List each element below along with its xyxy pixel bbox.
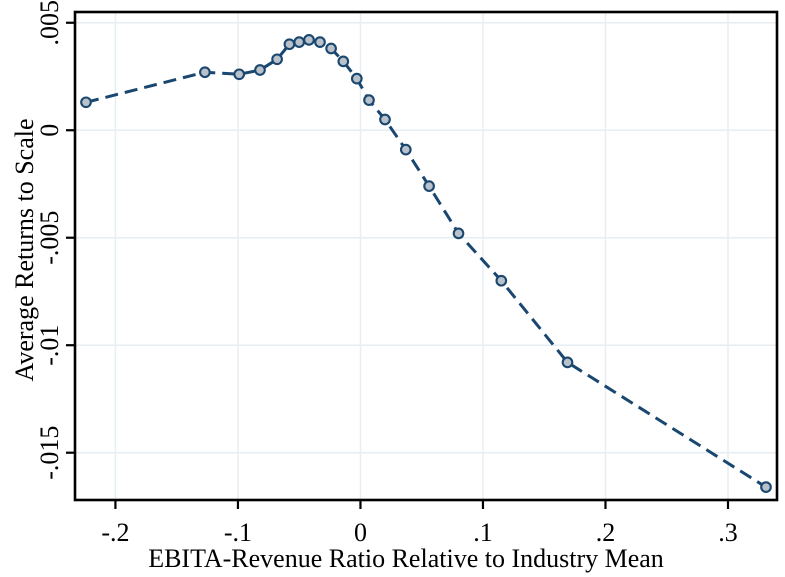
data-point [233, 68, 246, 81]
x-tick-label: 0 [354, 518, 367, 547]
x-axis-title: EBITA-Revenue Ratio Relative to Industry… [148, 544, 664, 573]
data-point [452, 227, 465, 240]
y-tick-label: -.015 [35, 426, 64, 480]
trend-line [85, 38, 767, 489]
y-axis-title: Average Returns to Scale [10, 118, 39, 381]
data-point [350, 72, 363, 85]
y-tick-label: 0 [35, 124, 64, 137]
data-point [561, 356, 574, 369]
data-point [254, 64, 266, 76]
plot-border [73, 10, 779, 502]
data-point [760, 481, 772, 493]
data-point [293, 36, 306, 48]
data-point [199, 66, 211, 79]
data-point [325, 42, 337, 55]
gridlines [75, 12, 777, 500]
y-tick-label: -.005 [35, 211, 64, 265]
tick-labels: -.2 -.1 0 .1 .2 .3 .005 0 -.005 -.01 -.015 [35, 0, 738, 547]
x-tick-label: -.2 [101, 518, 129, 547]
data-point [495, 274, 508, 287]
data-point [423, 180, 435, 192]
data-point [337, 55, 350, 68]
x-tick-label: .1 [473, 518, 493, 547]
data-point [80, 96, 92, 109]
data-point [271, 53, 283, 66]
x-tick-label: -.1 [224, 518, 252, 547]
data-point [379, 113, 391, 126]
data-series [80, 34, 772, 493]
y-tick-label: -.01 [35, 325, 64, 366]
data-point [283, 38, 296, 51]
x-tick-label: .2 [596, 518, 616, 547]
y-tick-label: .005 [35, 0, 64, 45]
data-point [363, 94, 375, 106]
data-point [399, 143, 412, 156]
x-tick-label: .3 [718, 518, 738, 547]
data-point [303, 34, 315, 46]
data-point [314, 36, 326, 48]
axis-ticks [66, 21, 730, 509]
